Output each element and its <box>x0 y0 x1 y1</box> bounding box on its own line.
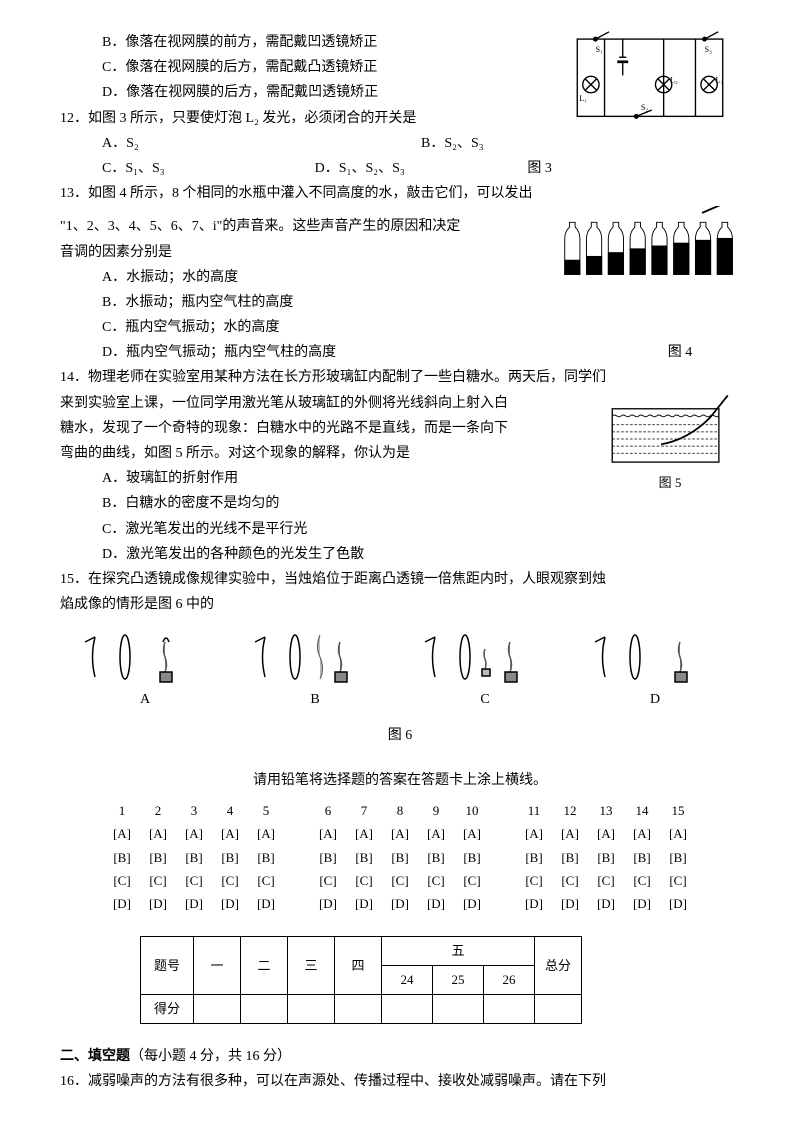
section-2-title: 二、填空题 <box>60 1049 130 1064</box>
q11-opt-c: C．像落在视网膜的后方，需配戴凸透镜矫正 <box>102 60 377 75</box>
q12-opts-row2: C．S₁、S₃ D．S₁、S₂、S₃ 图 3 <box>60 156 740 181</box>
answer-intro: 请用铅笔将选择题的答案在答题卡上涂上横线。 <box>253 773 547 788</box>
fig5-label: 图 5 <box>659 475 682 490</box>
q12-opt-d: D．S₁、S₂、S₃ <box>315 161 405 176</box>
q14-l2: 来到实验室上课，一位同学用激光笔从玻璃缸的外侧将光线斜向上射入白 <box>60 396 508 411</box>
score-table: 题号 一 二 三 四 五 总分 24 25 26 得分 <box>140 936 582 1024</box>
q14-opt-c: C．激光笔发出的光线不是平行光 <box>102 522 307 537</box>
score-h4: 四 <box>351 958 364 973</box>
score-h2: 二 <box>257 958 270 973</box>
svg-text:S₂: S₂ <box>641 103 649 112</box>
q13-stem3: 音调的因素分别是 <box>60 245 172 260</box>
score-h5: 五 <box>451 943 464 958</box>
q13-opt-a: A．水振动；水的高度 <box>102 270 238 285</box>
q13-opt-c: C．瓶内空气振动；水的高度 <box>102 320 279 335</box>
score-h1: 一 <box>210 958 223 973</box>
q15-l2: 焰成像的情形是图 6 中的 <box>60 597 214 612</box>
q15-label-a: A <box>140 692 150 707</box>
q13-stem: 13．如图 4 所示，8 个相同的水瓶中灌入不同高度的水，敲击它们，可以发出 <box>60 186 533 201</box>
q16-stem: 16．减弱噪声的方法有很多种，可以在声源处、传播过程中、接收处减弱噪声。请在下列 <box>60 1074 606 1089</box>
q12-stem: 12．如图 3 所示，只要使灯泡 L₂ 发光，必须闭合的开关是 <box>60 111 416 126</box>
score-row-label: 得分 <box>154 1001 180 1016</box>
answer-card: 12345[A][A][A][A][A][B][B][B][B][B][C][C… <box>60 799 740 916</box>
answer-block-2: 678910[A][A][A][A][A][B][B][B][B][B][C][… <box>317 799 483 916</box>
q14-opt-a: A．玻璃缸的折射作用 <box>102 471 238 486</box>
q13-opt-d: D．瓶内空气振动；瓶内空气柱的高度 <box>102 345 336 360</box>
score-h0: 题号 <box>154 958 180 973</box>
answer-block-1: 12345[A][A][A][A][A][B][B][B][B][B][C][C… <box>111 799 277 916</box>
fig3-label: 图 3 <box>527 161 552 176</box>
section-2-note: （每小题 4 分，共 16 分） <box>130 1049 291 1064</box>
score-sub-25: 25 <box>452 972 465 987</box>
q11-opt-d: D．像落在视网膜的后方，需配戴凹透镜矫正 <box>102 85 378 100</box>
score-sub-24: 24 <box>401 972 414 987</box>
q11-opt-b: B．像落在视网膜的前方，需配戴凹透镜矫正 <box>102 35 377 50</box>
svg-text:L₃: L₃ <box>715 76 723 85</box>
answer-block-3: 1112131415[A][A][A][A][A][B][B][B][B][B]… <box>523 799 689 916</box>
svg-text:L₂: L₂ <box>670 76 678 85</box>
fig4-label: 图 4 <box>668 345 693 360</box>
q14-l3: 糖水，发现了一个奇特的现象：白糖水中的光路不是直线，而是一条向下 <box>60 421 508 436</box>
q14-opt-d: D．激光笔发出的各种颜色的光发生了色散 <box>102 547 364 562</box>
score-h6: 总分 <box>545 958 571 973</box>
q14-stem: 14．物理老师在实验室用某种方法在长方形玻璃缸内配制了一些白糖水。两天后，同学们 <box>60 370 606 385</box>
score-h3: 三 <box>304 958 317 973</box>
q15-label-c: C <box>480 692 489 707</box>
q12-opt-a: A．S₂ <box>102 136 139 151</box>
figure-3-circuit: S₁ S₃ S₂ L₁ L₂ L₃ <box>560 30 740 130</box>
q12-opt-b: B．S₂、S₃ <box>421 136 484 151</box>
figure-5-tank: 图 5 <box>600 391 740 494</box>
q14-opt-b: B．白糖水的密度不是均匀的 <box>102 496 279 511</box>
q15-label-d: D <box>650 692 660 707</box>
figure-6-lens-options: A B C D <box>60 627 740 712</box>
svg-text:L₁: L₁ <box>579 94 587 103</box>
q13-stem2: "1、2、3、4、5、6、7、i"的声音来。这些声音产生的原因和决定 <box>60 219 460 234</box>
svg-text:S₁: S₁ <box>595 45 603 54</box>
q12-opts-row1: A．S₂ B．S₂、S₃ <box>60 131 740 156</box>
svg-text:S₃: S₃ <box>705 45 713 54</box>
figure-4-bottles <box>560 206 740 286</box>
q15-label-b: B <box>310 692 319 707</box>
q15-stem: 15．在探究凸透镜成像规律实验中，当烛焰位于距离凸透镜一倍焦距内时，人眼观察到烛 <box>60 572 606 587</box>
fig6-label: 图 6 <box>388 728 413 743</box>
score-sub-26: 26 <box>503 972 516 987</box>
q14-l4: 弯曲的曲线，如图 5 所示。对这个现象的解释，你认为是 <box>60 446 410 461</box>
q12-opt-c: C．S₁、S₃ <box>102 161 165 176</box>
q13-opt-b: B．水振动；瓶内空气柱的高度 <box>102 295 293 310</box>
